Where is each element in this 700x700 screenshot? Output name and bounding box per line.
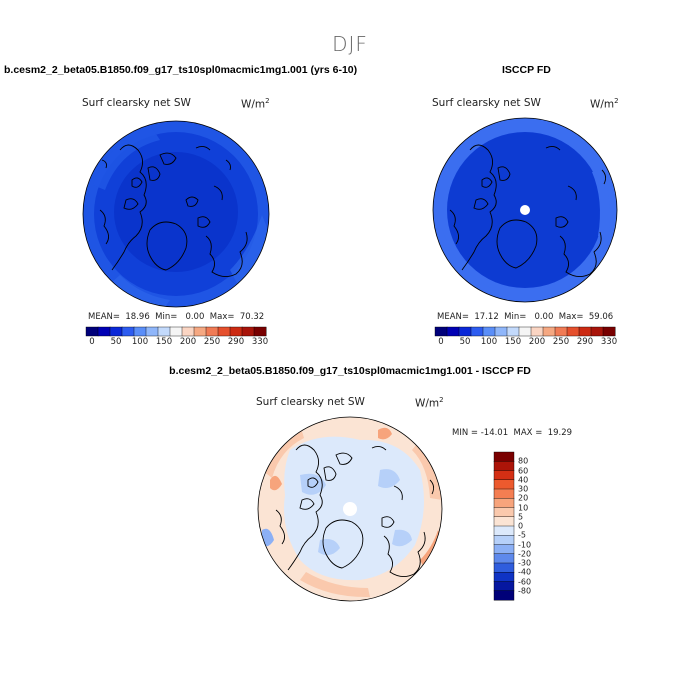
diff-stats: MIN = -14.01 MAX = 19.29 — [452, 428, 573, 438]
diff-colorbar-swatch — [493, 479, 515, 490]
right-units-label: W/m2 — [590, 97, 619, 111]
left-colorbar-swatch — [253, 326, 267, 337]
figure-title: DJF — [332, 32, 368, 56]
left-colorbar-tick-label: 250 — [203, 337, 221, 347]
right-units-base: W/m — [590, 98, 615, 111]
left-colorbar-tick-label: 50 — [110, 337, 122, 347]
right-colorbar-tick-label: 200 — [528, 337, 546, 347]
diff-colorbar-swatch — [493, 525, 515, 536]
right-missing-pole — [520, 205, 530, 215]
left-colorbar-tick-label: 290 — [227, 337, 245, 347]
left-field-inner — [114, 152, 238, 272]
diff-missing-pole — [343, 502, 357, 516]
left-case-title: b.cesm2_2_beta05.B1850.f09_g17_ts10spl0m… — [4, 64, 358, 76]
left-colorbar-tick-label: 0 — [89, 337, 95, 347]
diff-colorbar-tick-label: 80 — [518, 456, 529, 466]
diff-colorbar-tick-label: 5 — [518, 512, 524, 522]
diff-units-base: W/m — [415, 397, 440, 410]
diff-colorbar-swatch — [493, 461, 515, 472]
diff-colorbar-tick-label: -60 — [518, 577, 532, 586]
diff-colorbar-swatch — [493, 581, 515, 592]
right-colorbar-tick-label: 50 — [459, 337, 471, 347]
right-units-exp: 2 — [614, 97, 619, 105]
left-units-label: W/m2 — [241, 97, 270, 111]
diff-colorbar-swatch — [493, 572, 515, 583]
right-colorbar-tick-label: 100 — [480, 337, 498, 347]
diff-colorbar-swatch — [493, 535, 515, 546]
diff-colorbar-swatch — [493, 507, 515, 518]
right-colorbar-swatch — [602, 326, 616, 337]
diff-colorbar-tick-label: -30 — [518, 558, 532, 568]
right-colorbar-tick-label: 150 — [504, 337, 522, 347]
right-colorbar-tick-label: 0 — [438, 337, 444, 347]
right-colorbar-tick-label: 250 — [552, 337, 570, 347]
right-case-title: ISCCP FD — [502, 64, 551, 76]
diff-colorbar-swatch — [493, 516, 515, 527]
diff-colorbar-tick-label: 10 — [518, 503, 529, 512]
left-coastlines — [99, 144, 248, 277]
diff-colorbar-tick-label: -10 — [518, 540, 532, 549]
diff-colorbar-swatch — [493, 544, 515, 555]
diff-colorbar-tick-label: -40 — [518, 567, 532, 577]
diff-colorbar-tick-label: -80 — [518, 586, 532, 596]
diff-coastlines — [275, 444, 435, 577]
left-colorbar-tick-label: 100 — [131, 337, 149, 347]
left-units-exp: 2 — [265, 97, 270, 105]
diff-colorbar-swatch — [493, 590, 515, 601]
diff-colorbar-swatch — [493, 470, 515, 481]
diff-colorbar-tick-label: 20 — [518, 493, 529, 503]
left-stats: MEAN= 18.96 Min= 0.00 Max= 70.32 — [88, 312, 265, 322]
diff-units-label: W/m2 — [415, 396, 444, 410]
diff-colorbar-tick-label: 30 — [518, 484, 529, 494]
right-variable-label: Surf clearsky net SW — [432, 97, 541, 109]
right-colorbar-tick-label: 330 — [600, 337, 618, 347]
diff-colorbar-swatch — [493, 498, 515, 509]
left-units-base: W/m — [241, 98, 266, 111]
diff-variable-label: Surf clearsky net SW — [256, 396, 365, 408]
diff-colorbar-tick-label: -20 — [518, 549, 532, 559]
left-variable-label: Surf clearsky net SW — [82, 97, 191, 109]
left-colorbar-tick-label: 200 — [179, 337, 197, 347]
diff-colorbar-swatch — [493, 451, 515, 462]
diff-colorbar-swatch — [493, 488, 515, 499]
diff-colorbar-tick-label: -5 — [518, 530, 526, 540]
diff-units-exp: 2 — [439, 396, 444, 404]
diff-case-title: b.cesm2_2_beta05.B1850.f09_g17_ts10spl0m… — [169, 365, 531, 377]
diff-colorbar-swatch — [493, 553, 515, 564]
diff-colorbar-tick-label: 60 — [518, 466, 529, 475]
right-coastlines — [449, 144, 607, 277]
left-colorbar-tick-label: 150 — [155, 337, 173, 347]
diff-colorbar-tick-label: 40 — [518, 475, 529, 485]
diff-colorbar-swatch — [493, 562, 515, 573]
right-colorbar-tick-label: 290 — [576, 337, 594, 347]
left-colorbar-tick-label: 330 — [251, 337, 269, 347]
diff-colorbar-tick-label: 0 — [518, 521, 524, 531]
right-stats: MEAN= 17.12 Min= 0.00 Max= 59.06 — [437, 312, 614, 322]
